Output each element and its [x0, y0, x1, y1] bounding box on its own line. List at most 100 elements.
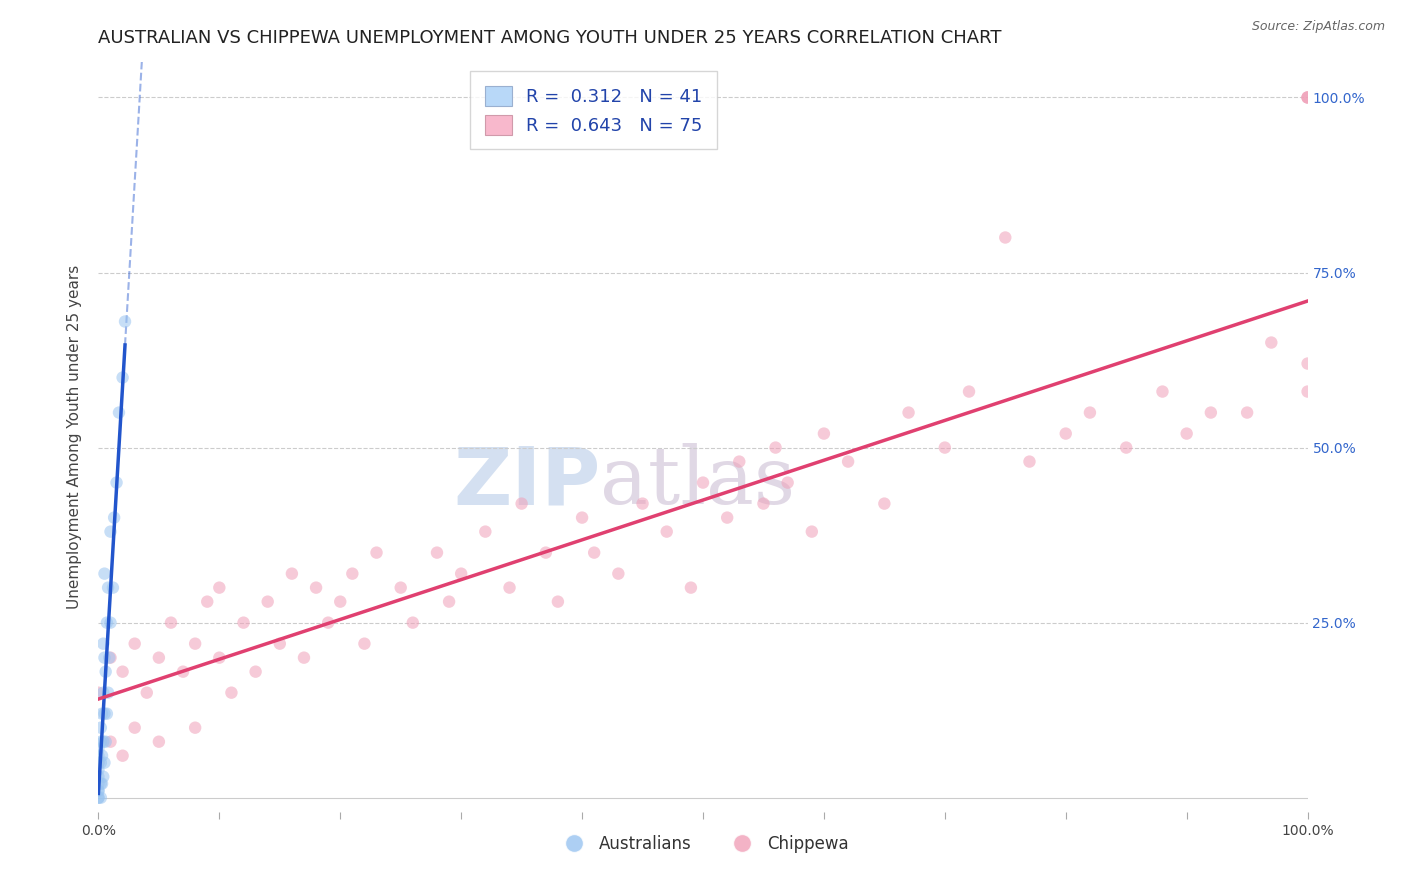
Point — [510, 497, 533, 511]
Y-axis label: Unemployment Among Youth under 25 years: Unemployment Among Youth under 25 years — [67, 265, 83, 609]
Point — [837, 454, 859, 468]
Text: AUSTRALIAN VS CHIPPEWA UNEMPLOYMENT AMONG YOUTH UNDER 25 YEARS CORRELATION CHART: AUSTRALIAN VS CHIPPEWA UNEMPLOYMENT AMON… — [98, 29, 1002, 47]
Point — [1152, 384, 1174, 399]
Point — [813, 426, 835, 441]
Point — [96, 615, 118, 630]
Point — [329, 594, 352, 608]
Point — [281, 566, 304, 581]
Point — [256, 594, 278, 608]
Point — [342, 566, 364, 581]
Point — [1018, 454, 1040, 468]
Point — [100, 524, 122, 539]
Point — [96, 706, 118, 721]
Point — [87, 686, 110, 700]
Point — [679, 581, 702, 595]
Point — [105, 475, 128, 490]
Point — [269, 637, 291, 651]
Point — [195, 594, 218, 608]
Point — [93, 566, 115, 581]
Point — [90, 756, 112, 770]
Point — [87, 783, 110, 797]
Point — [97, 581, 120, 595]
Point — [148, 650, 170, 665]
Text: ZIP: ZIP — [453, 443, 600, 521]
Point — [534, 546, 557, 560]
Point — [90, 790, 112, 805]
Text: Source: ZipAtlas.com: Source: ZipAtlas.com — [1251, 20, 1385, 33]
Point — [90, 777, 112, 791]
Point — [1260, 335, 1282, 350]
Point — [91, 686, 114, 700]
Point — [91, 770, 114, 784]
Point — [402, 615, 425, 630]
Text: atlas: atlas — [600, 443, 796, 521]
Point — [148, 734, 170, 748]
Point — [583, 546, 606, 560]
Point — [111, 370, 134, 384]
Point — [752, 497, 775, 511]
Point — [1054, 426, 1077, 441]
Point — [232, 615, 254, 630]
Point — [101, 581, 124, 595]
Point — [91, 637, 114, 651]
Point — [87, 763, 110, 777]
Point — [716, 510, 738, 524]
Point — [111, 748, 134, 763]
Point — [1296, 90, 1319, 104]
Point — [776, 475, 799, 490]
Point — [498, 581, 520, 595]
Point — [1236, 406, 1258, 420]
Point — [184, 721, 207, 735]
Point — [91, 734, 114, 748]
Point — [87, 741, 110, 756]
Point — [692, 475, 714, 490]
Point — [389, 581, 412, 595]
Point — [1199, 406, 1222, 420]
Point — [292, 650, 315, 665]
Point — [87, 783, 110, 797]
Point — [90, 721, 112, 735]
Point — [100, 615, 122, 630]
Point — [91, 748, 114, 763]
Point — [1115, 441, 1137, 455]
Point — [87, 770, 110, 784]
Point — [87, 756, 110, 770]
Point — [897, 406, 920, 420]
Point — [172, 665, 194, 679]
Point — [124, 721, 146, 735]
Legend: Australians, Chippewa: Australians, Chippewa — [551, 829, 855, 860]
Point — [94, 734, 117, 748]
Point — [103, 510, 125, 524]
Point — [316, 615, 339, 630]
Point — [208, 581, 231, 595]
Point — [93, 650, 115, 665]
Point — [93, 706, 115, 721]
Point — [547, 594, 569, 608]
Point — [87, 790, 110, 805]
Point — [1296, 90, 1319, 104]
Point — [571, 510, 593, 524]
Point — [655, 524, 678, 539]
Point — [450, 566, 472, 581]
Point — [90, 734, 112, 748]
Point — [93, 756, 115, 770]
Point — [631, 497, 654, 511]
Point — [305, 581, 328, 595]
Point — [934, 441, 956, 455]
Point — [1296, 90, 1319, 104]
Point — [97, 686, 120, 700]
Point — [87, 790, 110, 805]
Point — [135, 686, 157, 700]
Point — [873, 497, 896, 511]
Point — [957, 384, 980, 399]
Point — [91, 706, 114, 721]
Point — [221, 686, 243, 700]
Point — [353, 637, 375, 651]
Point — [474, 524, 496, 539]
Point — [800, 524, 823, 539]
Point — [87, 748, 110, 763]
Point — [100, 734, 122, 748]
Point — [94, 665, 117, 679]
Point — [208, 650, 231, 665]
Point — [160, 615, 183, 630]
